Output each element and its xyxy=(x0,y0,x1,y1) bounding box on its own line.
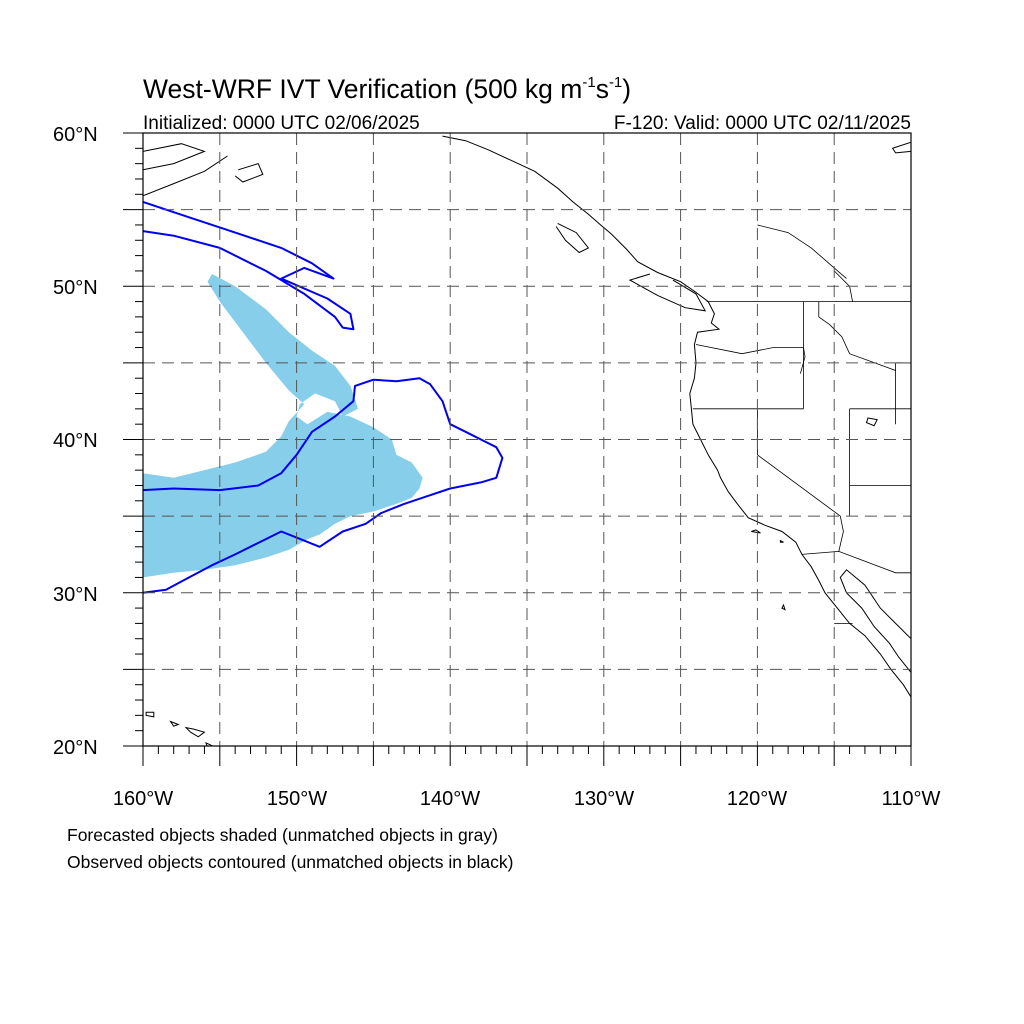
observed-objects-layer xyxy=(143,201,504,594)
border-8 xyxy=(757,408,841,517)
lon-label-160w: 160°W xyxy=(113,788,173,810)
lat-label-20n: 20°N xyxy=(53,737,98,759)
lon-label-120w: 120°W xyxy=(727,788,787,810)
coastline-3 xyxy=(234,162,264,183)
lon-label-110w: 110°W xyxy=(882,788,941,810)
inland-line-1 xyxy=(757,224,847,279)
island-8 xyxy=(865,417,878,427)
forecast-note: Forecasted objects shaded (unmatched obj… xyxy=(67,825,498,845)
island-2 xyxy=(169,720,180,727)
lat-label-40n: 40°N xyxy=(53,430,98,452)
coastline-6 xyxy=(628,273,707,312)
observed-object-2 xyxy=(143,201,355,331)
lat-label-50n: 50°N xyxy=(53,277,98,299)
coastline-layer xyxy=(143,135,911,746)
lat-label-30n: 30°N xyxy=(53,584,98,606)
lat-lon-gridlines xyxy=(143,133,911,746)
island-4 xyxy=(205,741,215,746)
coastline-2 xyxy=(143,155,228,197)
map-plot-area xyxy=(143,133,911,746)
island-3 xyxy=(184,726,206,738)
forecast-objects-layer xyxy=(143,274,423,578)
coastline-1 xyxy=(143,143,206,171)
border-12 xyxy=(801,550,911,574)
coastline-8 xyxy=(891,141,911,154)
island-5 xyxy=(751,529,761,534)
coastline-7 xyxy=(555,222,590,254)
coastline-5 xyxy=(839,569,911,673)
island-6 xyxy=(779,539,784,543)
border-13 xyxy=(838,516,844,552)
lon-label-130w: 130°W xyxy=(574,788,634,810)
island-1 xyxy=(145,711,155,718)
lon-label-140w: 140°W xyxy=(420,788,480,810)
observed-note: Observed objects contoured (unmatched ob… xyxy=(67,852,514,872)
map-title: West-WRF IVT Verification (500 kg m-1s-1… xyxy=(143,74,631,104)
forecast-object-1 xyxy=(143,274,423,578)
lat-label-60n: 60°N xyxy=(53,124,98,146)
border-5 xyxy=(818,301,896,371)
border-3 xyxy=(695,344,806,374)
axis-ticks xyxy=(123,132,912,766)
political-borders-layer xyxy=(692,224,911,624)
valid-time-label: F-120: Valid: 0000 UTC 02/11/2025 xyxy=(614,113,911,134)
island-7 xyxy=(781,603,786,611)
lon-label-150w: 150°W xyxy=(267,788,327,810)
init-time-label: Initialized: 0000 UTC 02/06/2025 xyxy=(143,113,420,134)
observed-object-1 xyxy=(143,377,504,594)
coastline-4 xyxy=(442,135,911,698)
